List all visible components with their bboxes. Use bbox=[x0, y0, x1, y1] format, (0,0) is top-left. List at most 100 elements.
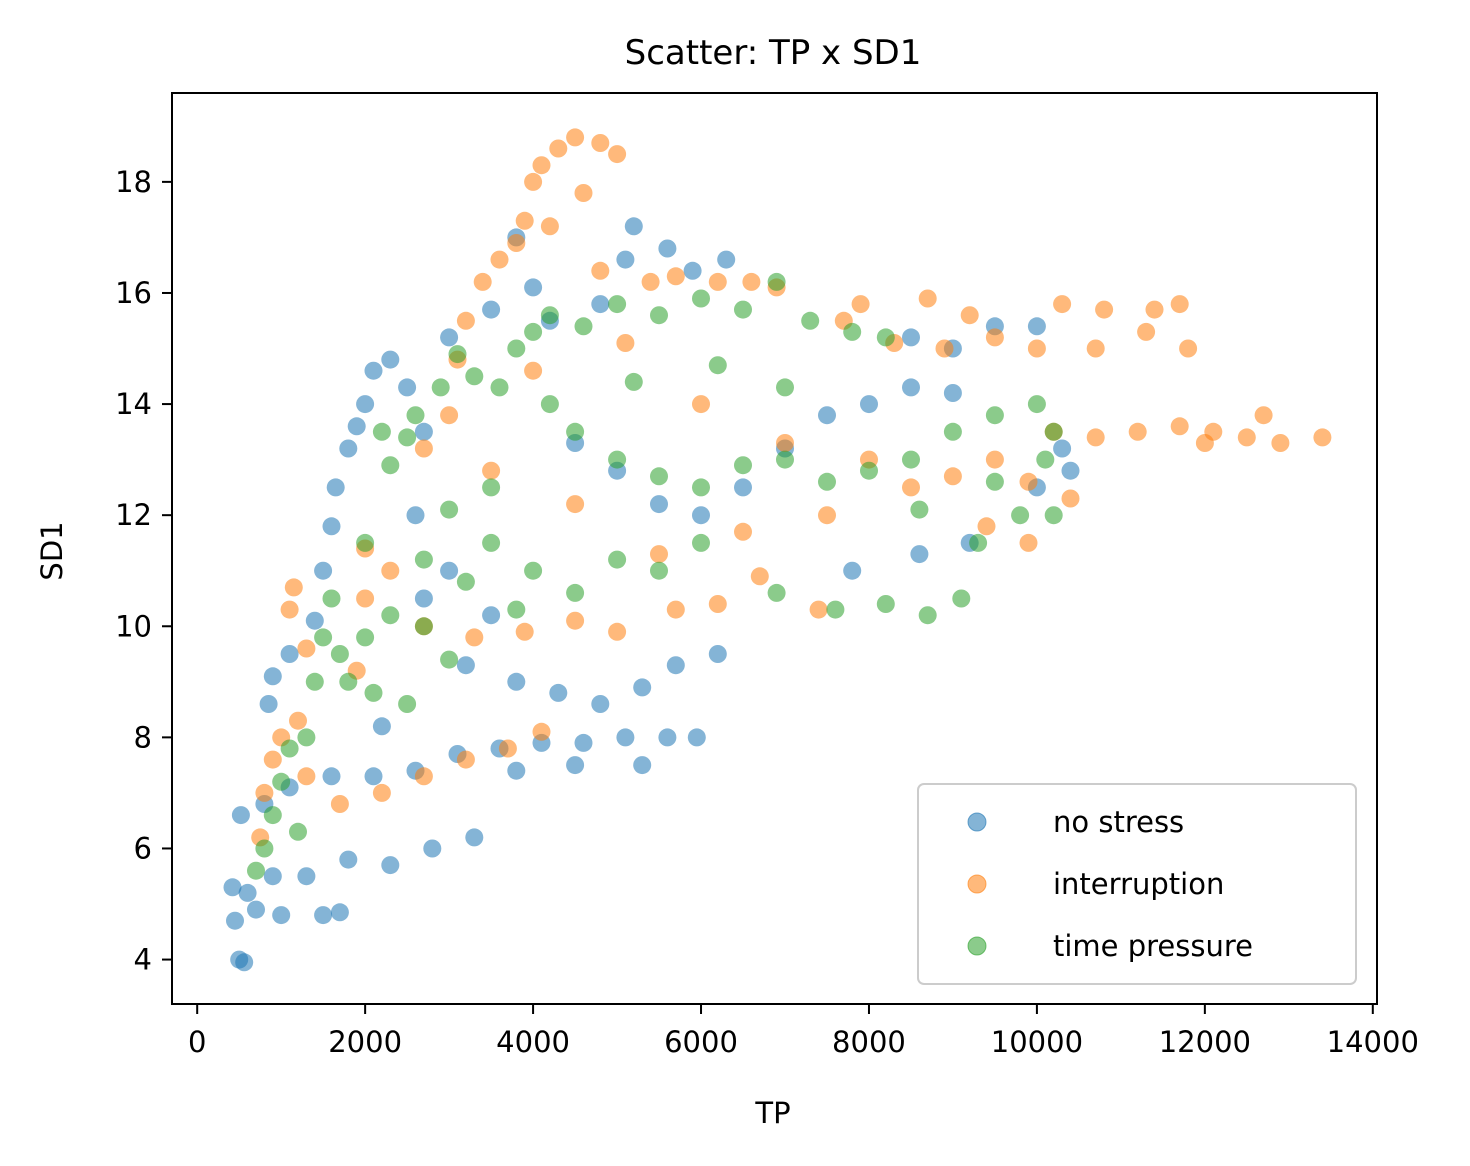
data-point bbox=[902, 478, 920, 497]
data-point bbox=[650, 561, 668, 580]
data-point bbox=[231, 806, 250, 825]
data-point bbox=[524, 278, 543, 297]
data-point bbox=[658, 239, 677, 258]
data-point bbox=[280, 739, 299, 758]
y-tick-label: 8 bbox=[134, 720, 152, 754]
data-point bbox=[801, 311, 820, 330]
data-point bbox=[235, 953, 254, 972]
data-point bbox=[666, 600, 685, 619]
series-time-pressure bbox=[247, 272, 1063, 880]
data-point bbox=[431, 378, 450, 397]
data-point bbox=[876, 328, 895, 347]
data-point bbox=[616, 250, 635, 269]
x-tick-label: 0 bbox=[188, 1025, 206, 1059]
data-point bbox=[272, 906, 291, 925]
data-point bbox=[330, 645, 349, 663]
data-point bbox=[259, 695, 278, 713]
data-point bbox=[650, 467, 668, 486]
data-point bbox=[1254, 406, 1273, 425]
data-point bbox=[238, 883, 257, 902]
data-point bbox=[465, 628, 484, 647]
data-point bbox=[666, 267, 685, 286]
data-point bbox=[591, 261, 610, 280]
data-point bbox=[1170, 295, 1189, 314]
data-point bbox=[414, 550, 433, 569]
data-point bbox=[902, 378, 920, 397]
data-point bbox=[843, 322, 862, 341]
x-tick-label: 6000 bbox=[664, 1025, 738, 1059]
data-point bbox=[608, 622, 627, 641]
data-point bbox=[809, 600, 828, 619]
data-point bbox=[524, 361, 543, 380]
data-point bbox=[440, 561, 459, 580]
legend-box bbox=[917, 783, 1357, 985]
data-point bbox=[1237, 428, 1256, 447]
data-point bbox=[247, 900, 265, 919]
data-point bbox=[683, 261, 702, 280]
data-point bbox=[339, 672, 358, 691]
data-point bbox=[456, 656, 475, 675]
data-point bbox=[226, 911, 244, 930]
data-point bbox=[692, 506, 710, 525]
data-point bbox=[1061, 461, 1080, 480]
data-point bbox=[1036, 450, 1055, 469]
data-point bbox=[708, 272, 727, 291]
data-point bbox=[616, 728, 635, 747]
data-point bbox=[616, 334, 635, 352]
data-point bbox=[356, 628, 375, 647]
data-point bbox=[440, 406, 459, 425]
data-point bbox=[574, 317, 593, 336]
data-point bbox=[818, 506, 836, 525]
data-point bbox=[456, 750, 475, 769]
data-point bbox=[1044, 422, 1063, 441]
data-point bbox=[985, 472, 1004, 491]
data-point bbox=[1027, 395, 1046, 414]
data-point bbox=[305, 611, 324, 630]
data-point bbox=[414, 617, 433, 636]
data-point bbox=[465, 828, 484, 847]
data-point bbox=[1027, 317, 1046, 336]
data-point bbox=[566, 756, 585, 775]
data-point bbox=[549, 683, 568, 702]
data-point bbox=[708, 356, 727, 375]
data-point bbox=[356, 533, 375, 552]
data-point bbox=[943, 384, 962, 402]
data-point bbox=[935, 339, 954, 358]
data-point bbox=[498, 739, 517, 758]
data-point bbox=[482, 478, 501, 497]
data-point bbox=[591, 295, 610, 314]
x-axis-label: TP bbox=[754, 1096, 790, 1130]
data-point bbox=[381, 606, 400, 625]
legend-marker-interruption bbox=[967, 874, 987, 894]
data-point bbox=[608, 295, 627, 314]
data-point bbox=[566, 495, 585, 514]
data-point bbox=[284, 578, 303, 597]
data-point bbox=[448, 345, 467, 364]
data-point bbox=[490, 378, 509, 397]
data-point bbox=[549, 139, 568, 158]
data-point bbox=[1145, 300, 1164, 319]
data-point bbox=[223, 878, 242, 897]
data-point bbox=[347, 417, 366, 436]
data-point bbox=[1086, 339, 1105, 358]
data-point bbox=[1313, 428, 1332, 447]
data-point bbox=[1271, 434, 1290, 452]
x-tick-label: 2000 bbox=[328, 1025, 402, 1059]
data-point bbox=[263, 867, 282, 886]
data-point bbox=[902, 450, 920, 469]
data-point bbox=[734, 456, 752, 475]
data-point bbox=[372, 422, 391, 441]
data-point bbox=[482, 461, 501, 480]
legend-label-interruption: interruption bbox=[1053, 867, 1224, 901]
points-layer bbox=[223, 128, 1332, 972]
data-point bbox=[591, 695, 610, 713]
data-point bbox=[440, 500, 459, 519]
data-point bbox=[297, 867, 316, 886]
data-point bbox=[263, 750, 282, 769]
data-point bbox=[423, 839, 442, 858]
y-axis-label: SD1 bbox=[35, 521, 69, 580]
data-point bbox=[398, 378, 417, 397]
data-point bbox=[851, 295, 870, 314]
data-point bbox=[624, 372, 643, 391]
